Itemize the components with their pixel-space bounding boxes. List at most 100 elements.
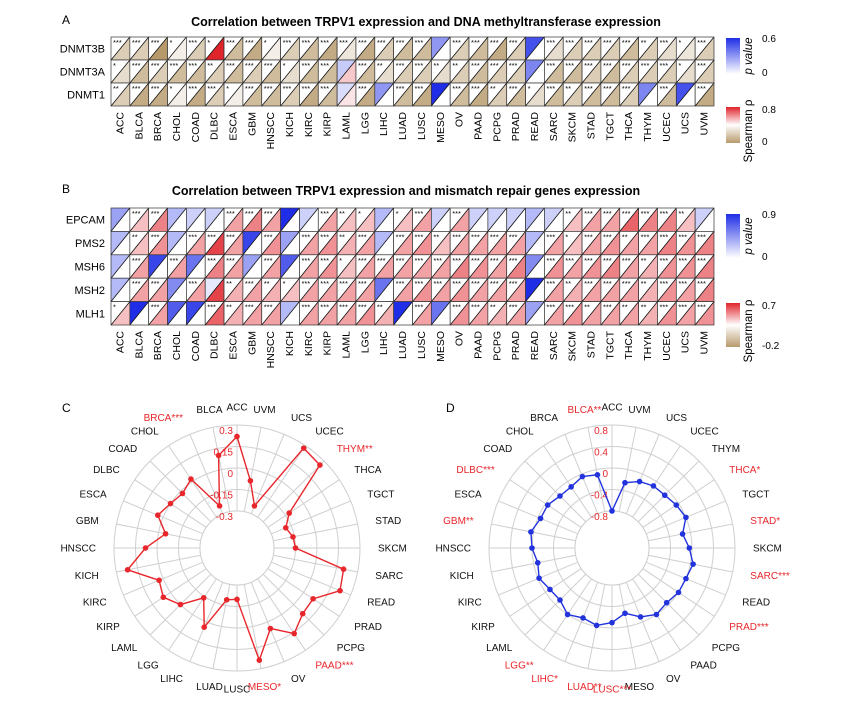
category-label-lgg: LGG bbox=[138, 661, 159, 672]
cell-stars: *** bbox=[226, 232, 235, 241]
cell-stars: *** bbox=[659, 209, 668, 218]
cell-diagonal bbox=[544, 207, 564, 232]
panel-a-title: Correlation between TRPV1 expression and… bbox=[191, 15, 661, 29]
cell-stars: *** bbox=[358, 38, 367, 47]
cell-diagonal bbox=[110, 207, 131, 232]
cell-diagonal bbox=[694, 277, 715, 302]
cell-stars: *** bbox=[452, 209, 461, 218]
grid-spoke bbox=[618, 584, 637, 669]
cell-diagonal bbox=[544, 301, 564, 326]
col-label-skcm: SKCM bbox=[567, 331, 579, 361]
cell-stars: *** bbox=[226, 256, 235, 265]
col-label-laml: LAML bbox=[341, 331, 353, 359]
cell-diagonal bbox=[204, 231, 225, 256]
cell-stars: *** bbox=[603, 84, 612, 93]
cell-stars: ** bbox=[339, 209, 345, 218]
col-label-ov: OV bbox=[454, 331, 466, 346]
data-point bbox=[223, 596, 230, 603]
cell-diagonal bbox=[299, 207, 319, 232]
cell-rho bbox=[205, 254, 225, 279]
cell-diagonal bbox=[694, 301, 715, 326]
cell-stars: *** bbox=[358, 232, 367, 241]
cell-diagonal bbox=[336, 301, 357, 326]
col-label-coad: COAD bbox=[190, 112, 202, 143]
cell-diagonal bbox=[449, 254, 470, 279]
col-label-meso: MESO bbox=[435, 331, 447, 362]
cell-stars: *** bbox=[490, 38, 499, 47]
cell-stars: *** bbox=[433, 256, 442, 265]
col-label-read: READ bbox=[529, 112, 541, 142]
category-label-gbm: GBM bbox=[76, 516, 99, 527]
col-label-ucs: UCS bbox=[680, 331, 692, 353]
cell-stars: *** bbox=[320, 84, 329, 93]
cell-diagonal bbox=[280, 36, 300, 61]
cell-diagonal bbox=[600, 254, 621, 279]
cell-diagonal bbox=[204, 277, 225, 302]
cell-diagonal bbox=[638, 36, 658, 61]
cell-stars: *** bbox=[603, 232, 612, 241]
data-point bbox=[537, 515, 544, 522]
data-point bbox=[188, 476, 194, 482]
category-label-ov: OV bbox=[291, 674, 306, 685]
cell-diagonal bbox=[562, 231, 583, 256]
cell-diagonal bbox=[280, 254, 300, 279]
category-label-thca: THCA* bbox=[729, 465, 760, 476]
cell-rho bbox=[525, 254, 545, 279]
cell-diagonal bbox=[431, 254, 451, 279]
col-label-thca: THCA bbox=[623, 331, 635, 360]
cell-diagonal bbox=[393, 207, 413, 232]
col-label-tgct: TGCT bbox=[604, 330, 616, 359]
data-point bbox=[124, 566, 131, 573]
cell-stars: *** bbox=[113, 38, 122, 47]
p-value-legend-title: p value bbox=[743, 37, 755, 75]
cell-rho bbox=[638, 254, 658, 279]
cell-stars: * bbox=[565, 232, 568, 241]
cell-stars: *** bbox=[452, 84, 461, 93]
cell-stars: ** bbox=[207, 61, 213, 70]
cell-diagonal bbox=[544, 36, 564, 61]
cell-diagonal bbox=[110, 82, 131, 107]
grid-spoke bbox=[564, 581, 599, 662]
cell-stars: *** bbox=[245, 279, 254, 288]
category-label-lusc: LUSC*** bbox=[593, 685, 631, 696]
cell-diagonal bbox=[694, 231, 715, 256]
cell-stars: *** bbox=[207, 303, 216, 312]
col-label-tgct: TGCT bbox=[604, 111, 616, 140]
cell-stars: *** bbox=[622, 84, 631, 93]
p-tick-high: 0.6 bbox=[762, 34, 776, 45]
p-value-colorbar bbox=[726, 214, 740, 258]
data-point bbox=[686, 545, 693, 551]
cell-diagonal bbox=[525, 254, 545, 279]
cell-diagonal bbox=[393, 231, 413, 256]
cell-diagonal bbox=[223, 277, 244, 302]
cell-stars: *** bbox=[584, 232, 593, 241]
cell-diagonal bbox=[619, 231, 639, 256]
cell-stars: ** bbox=[565, 84, 571, 93]
cell-diagonal bbox=[468, 254, 489, 279]
cell-diagonal bbox=[468, 277, 489, 302]
cell-stars: *** bbox=[226, 209, 235, 218]
cell-stars: *** bbox=[151, 61, 160, 70]
category-label-uvm: UVM bbox=[253, 405, 275, 416]
cell-diagonal bbox=[431, 301, 451, 326]
cell-diagonal bbox=[299, 59, 319, 84]
grid-spoke bbox=[524, 573, 587, 636]
cell-diagonal bbox=[657, 231, 677, 256]
cell-stars: *** bbox=[603, 209, 612, 218]
cell-diagonal bbox=[186, 231, 206, 256]
cell-stars: *** bbox=[396, 84, 405, 93]
cell-stars: *** bbox=[678, 256, 687, 265]
cell-diagonal bbox=[468, 301, 489, 326]
cell-stars: *** bbox=[546, 279, 555, 288]
rho-tick-high: 0.8 bbox=[762, 105, 776, 116]
cell-stars: *** bbox=[697, 303, 706, 312]
cell-rho bbox=[600, 254, 620, 279]
grid-spoke bbox=[257, 578, 306, 651]
data-point bbox=[683, 514, 689, 521]
cell-stars: *** bbox=[490, 61, 499, 70]
cell-rho bbox=[695, 254, 714, 279]
cell-stars: * bbox=[358, 209, 361, 218]
cell-diagonal bbox=[374, 59, 394, 84]
cell-stars: *** bbox=[546, 232, 555, 241]
cell-rho bbox=[261, 254, 281, 279]
